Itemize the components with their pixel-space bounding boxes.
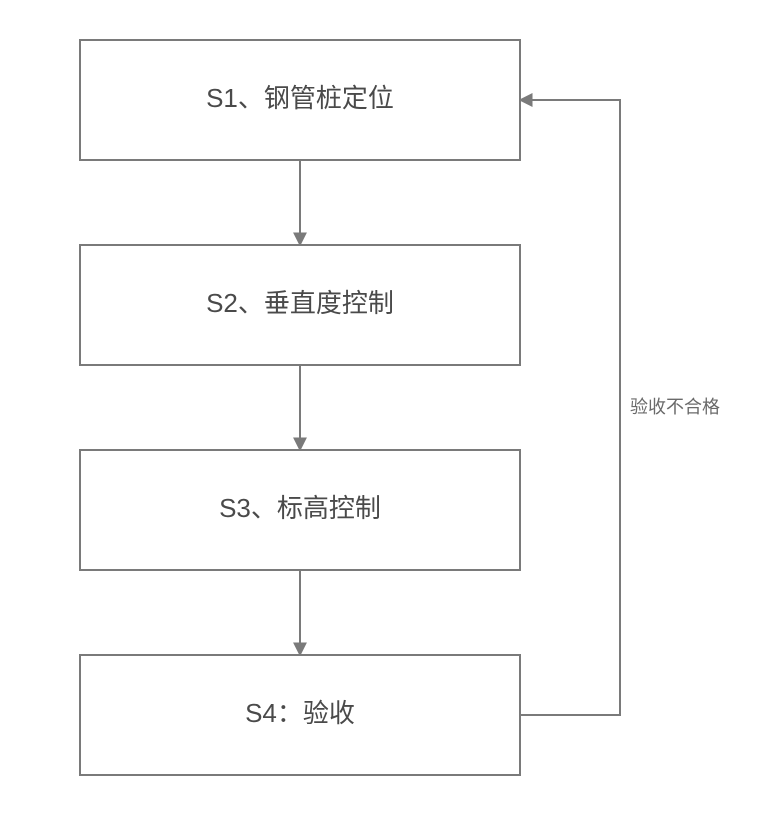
node-s3: S3、标高控制 [80, 450, 520, 570]
node-s2: S2、垂直度控制 [80, 245, 520, 365]
node-label-s2: S2、垂直度控制 [206, 288, 394, 318]
flowchart-canvas: 验收不合格 S1、钢管桩定位 S2、垂直度控制 S3、标高控制 S4：验收 [0, 0, 781, 828]
node-label-s3: S3、标高控制 [219, 493, 381, 523]
node-label-s4: S4：验收 [245, 698, 355, 728]
edge-e4 [520, 100, 620, 715]
edge-label-e4: 验收不合格 [630, 397, 720, 417]
node-label-s1: S1、钢管桩定位 [206, 83, 394, 113]
node-s1: S1、钢管桩定位 [80, 40, 520, 160]
node-s4: S4：验收 [80, 655, 520, 775]
